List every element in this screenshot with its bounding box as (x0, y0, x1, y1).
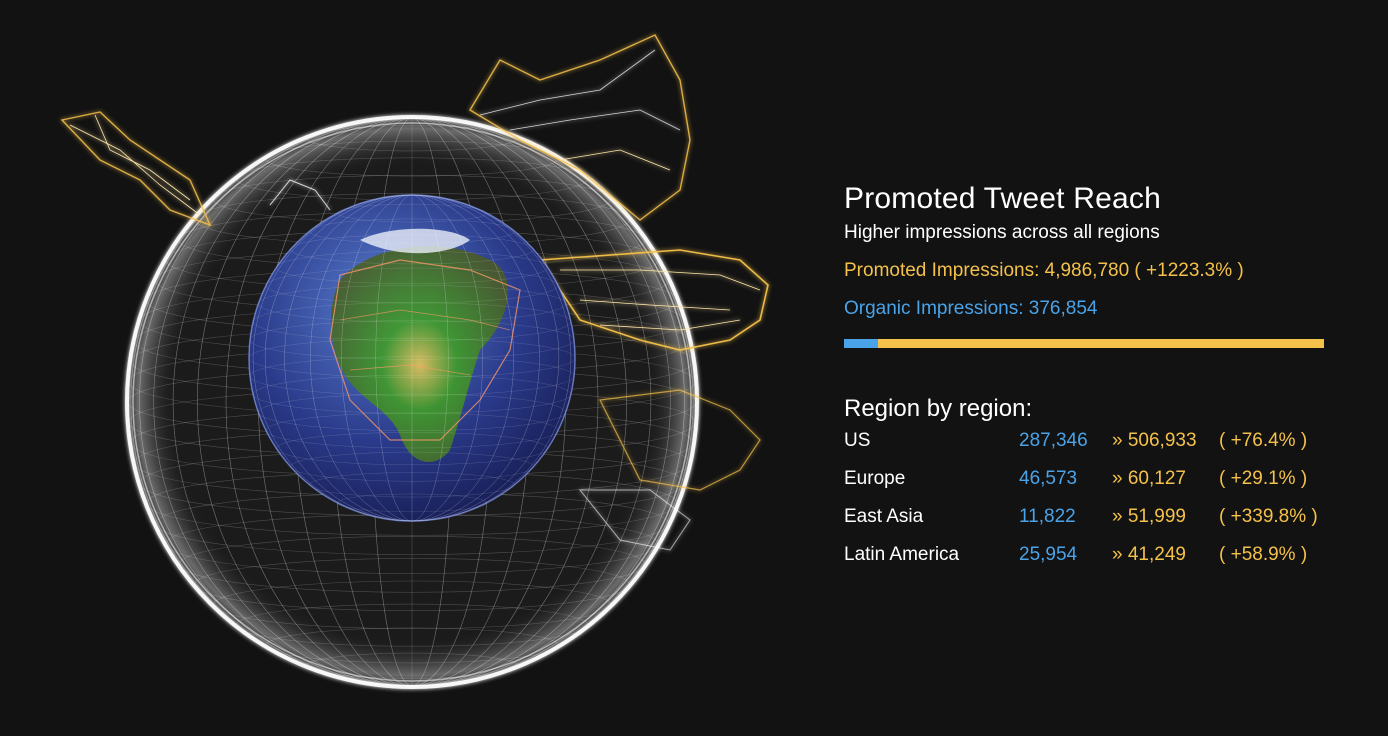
earth-globe (248, 194, 576, 522)
region-organic: 25,954 (1019, 544, 1078, 565)
region-name: East Asia (844, 506, 924, 527)
region-change: ( +58.9% ) (1219, 544, 1308, 565)
organic-ratio-fill (844, 339, 878, 348)
region-organic: 287,346 (1019, 430, 1088, 451)
panel-subtitle: Higher impressions across all regions (844, 222, 1160, 243)
region-change: ( +339.8% ) (1219, 506, 1318, 527)
region-organic: 46,573 (1019, 468, 1078, 489)
region-change: ( +29.1% ) (1219, 468, 1308, 489)
region-organic: 11,822 (1019, 506, 1076, 527)
region-row-europe: Europe 46,573 » 60,127 ( +29.1% ) (844, 460, 1344, 498)
region-heading: Region by region: (844, 395, 1033, 422)
panel-title: Promoted Tweet Reach (844, 182, 1161, 215)
stats-panel: Promoted Tweet Reach Higher impressions … (844, 180, 1344, 574)
impressions-ratio-bar (844, 339, 1324, 348)
region-promoted: » 41,249 (1112, 544, 1186, 565)
region-table: US 287,346 » 506,933 ( +76.4% ) Europe 4… (844, 422, 1344, 574)
region-promoted: » 506,933 (1112, 430, 1197, 451)
organic-impressions: Organic Impressions: 376,854 (844, 298, 1098, 319)
promoted-mesh-spikes (60, 34, 769, 551)
region-row-us: US 287,346 » 506,933 ( +76.4% ) (844, 422, 1344, 460)
region-name: Latin America (844, 544, 960, 565)
region-name: Europe (844, 468, 906, 489)
promoted-impressions: Promoted Impressions: 4,986,780 ( +1223.… (844, 260, 1244, 281)
region-promoted: » 60,127 (1112, 468, 1186, 489)
region-row-latin-america: Latin America 25,954 » 41,249 ( +58.9% ) (844, 536, 1344, 574)
region-change: ( +76.4% ) (1219, 430, 1308, 451)
wireframe-globe-visualization[interactable] (40, 20, 800, 710)
region-row-east-asia: East Asia 11,822 » 51,999 ( +339.8% ) (844, 498, 1344, 536)
region-promoted: » 51,999 (1112, 506, 1186, 527)
region-name: US (844, 430, 871, 451)
